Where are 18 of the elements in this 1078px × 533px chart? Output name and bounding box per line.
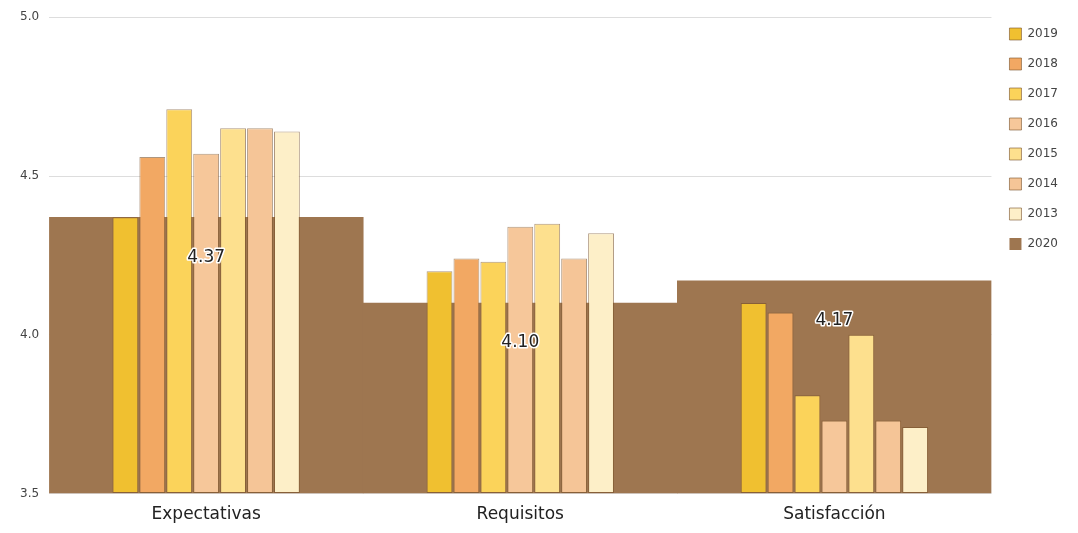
y-tick-label: 4.5 [19, 168, 40, 183]
legend-label: 2019 [1027, 26, 1059, 41]
y-tick-label: 5.0 [19, 9, 40, 24]
legend-label: 2017 [1027, 86, 1059, 101]
data-label: 4.10 [501, 331, 540, 352]
legend-label: 2015 [1027, 146, 1059, 161]
y-tick-label: 3.5 [19, 485, 40, 500]
legend-label: 2020 [1027, 236, 1059, 251]
data-label: 4.17 [815, 309, 854, 330]
y-tick-label: 4.0 [19, 326, 40, 341]
legend-label: 2018 [1027, 56, 1059, 71]
x-tick-label: Satisfacción [783, 503, 886, 524]
legend-label: 2013 [1027, 206, 1059, 221]
data-label: 4.37 [187, 245, 226, 266]
x-tick-label: Expectativas [151, 503, 261, 524]
x-tick-label: Requisitos [476, 503, 565, 524]
legend-label: 2016 [1027, 116, 1059, 131]
legend-label: 2014 [1027, 176, 1059, 191]
